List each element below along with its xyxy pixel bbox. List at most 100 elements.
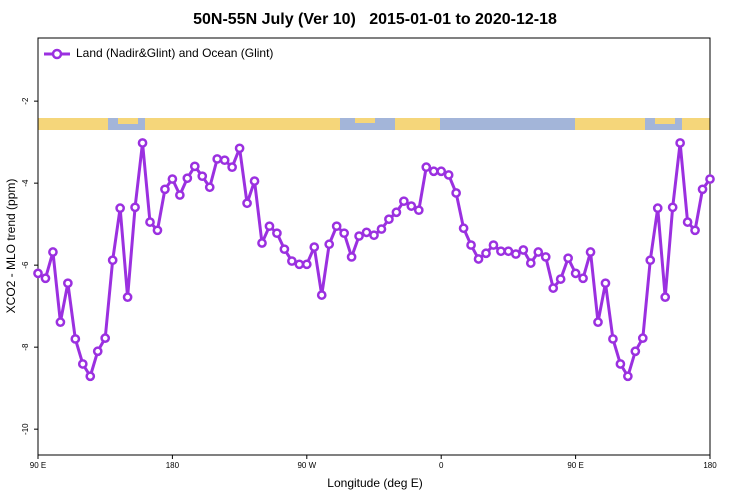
point	[652, 203, 663, 214]
y-tick-label: -8	[21, 343, 30, 351]
point	[346, 252, 357, 262]
point	[391, 207, 402, 218]
point	[354, 231, 364, 241]
point	[130, 202, 140, 213]
y-tick-label: -2	[21, 97, 30, 105]
plot-frame	[37, 37, 711, 456]
point	[212, 154, 223, 164]
point	[48, 247, 58, 257]
point	[548, 283, 559, 293]
point	[197, 171, 208, 182]
point	[503, 246, 514, 257]
point	[570, 268, 581, 279]
point	[189, 161, 200, 172]
point	[204, 182, 215, 193]
point	[585, 247, 596, 257]
point	[511, 249, 521, 259]
point	[249, 176, 260, 186]
point	[107, 255, 118, 266]
x-tick-label: 180	[703, 461, 717, 470]
point	[182, 173, 193, 184]
point	[324, 239, 335, 250]
point	[376, 224, 387, 234]
point	[660, 292, 671, 302]
point	[316, 290, 327, 300]
point	[70, 334, 81, 344]
point	[92, 346, 103, 357]
y-axis-label: XCO2 - MLO trend (ppm)	[4, 179, 18, 314]
point	[451, 188, 461, 198]
point	[466, 240, 476, 250]
point	[234, 143, 245, 154]
point	[481, 248, 491, 259]
point	[608, 334, 618, 344]
point	[301, 259, 312, 270]
point	[578, 273, 588, 284]
point	[279, 244, 290, 255]
point	[77, 359, 88, 369]
point	[242, 198, 252, 209]
y-tick-label: -10	[21, 423, 30, 435]
point	[122, 292, 133, 302]
x-tick-label: 180	[166, 461, 180, 470]
surface-strip	[38, 118, 710, 130]
point	[667, 202, 678, 213]
point	[600, 278, 611, 289]
point	[428, 166, 439, 177]
x-tick-label: 90 E	[567, 461, 583, 470]
point	[623, 371, 633, 382]
point	[384, 214, 394, 225]
point	[615, 359, 626, 369]
point	[152, 225, 163, 236]
point	[33, 268, 43, 279]
x-tick-label: 90 W	[297, 461, 316, 470]
point	[421, 162, 432, 173]
point	[563, 253, 573, 264]
point	[361, 227, 372, 238]
y-tick-label: -4	[21, 179, 30, 187]
point	[100, 333, 111, 343]
point	[137, 138, 148, 148]
legend-marker	[51, 48, 63, 60]
point	[682, 217, 693, 227]
point	[436, 166, 447, 177]
x-axis-label: Longitude (deg E)	[327, 476, 422, 490]
point	[593, 317, 603, 328]
chart-title: 50N-55N July (Ver 10) 2015-01-01 to 2020…	[193, 11, 557, 28]
point	[555, 274, 566, 284]
point	[167, 174, 178, 184]
point	[160, 184, 170, 195]
point	[287, 256, 297, 266]
point	[294, 259, 305, 270]
point	[473, 254, 484, 264]
point	[145, 217, 155, 227]
point	[496, 246, 506, 257]
point	[413, 205, 424, 216]
point	[309, 242, 320, 252]
point	[219, 155, 230, 166]
point	[85, 371, 96, 382]
point	[525, 258, 536, 268]
point	[227, 162, 237, 173]
x-tick-label: 90 E	[30, 461, 46, 470]
point	[257, 238, 267, 248]
point	[264, 221, 275, 232]
point	[637, 333, 648, 343]
point	[705, 174, 715, 184]
point	[63, 278, 73, 289]
point	[518, 245, 529, 255]
point	[331, 221, 342, 232]
point	[406, 201, 417, 211]
point	[40, 273, 51, 284]
point	[488, 240, 499, 250]
point	[55, 317, 66, 328]
point	[645, 255, 656, 266]
legend-label: Land (Nadir&Glint) and Ocean (Glint)	[76, 46, 273, 60]
point	[697, 184, 708, 195]
point	[690, 225, 700, 236]
point	[115, 203, 125, 214]
point	[339, 228, 349, 239]
point	[175, 190, 185, 200]
point	[675, 138, 685, 148]
